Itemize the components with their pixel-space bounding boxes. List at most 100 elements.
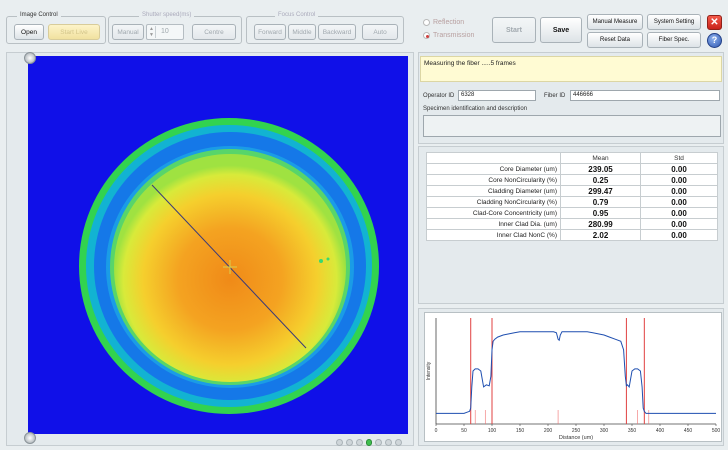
x-tick-label: 500 — [712, 428, 721, 434]
table-row: Clad-Core Concentricity (um) 0.95 0.00 — [426, 207, 718, 219]
focus-control-group: Focus Control — [246, 12, 404, 44]
row-mean: 2.02 — [560, 229, 641, 241]
status-message-box: Measuring the fiber .....5 frames — [420, 56, 722, 82]
row-name: Core NonCircularity (%) — [426, 174, 561, 186]
centre-button[interactable]: Centre — [192, 24, 236, 40]
x-tick-label: 350 — [628, 428, 637, 434]
reflection-radio[interactable]: Reflection — [423, 19, 464, 26]
page-dot[interactable] — [395, 439, 403, 446]
row-std: 0.00 — [640, 163, 718, 175]
transmission-label: Transmission — [433, 32, 475, 39]
row-std: 0.00 — [640, 207, 718, 219]
page-dot-active[interactable] — [365, 439, 373, 446]
results-header-row: Mean Std — [426, 152, 718, 164]
close-icon[interactable]: ✕ — [710, 16, 719, 28]
x-tick-label: 100 — [488, 428, 497, 434]
x-tick-label: 400 — [656, 428, 665, 434]
page-dot[interactable] — [345, 439, 353, 446]
help-icon[interactable]: ? — [711, 35, 718, 45]
fiber-image — [79, 118, 379, 414]
page-dot[interactable] — [375, 439, 383, 446]
start-button[interactable]: Start — [492, 17, 536, 43]
row-std: 0.00 — [640, 174, 718, 186]
help-button[interactable]: ? — [707, 33, 722, 48]
fiber-image-view[interactable] — [28, 56, 408, 434]
open-button[interactable]: Open — [14, 24, 44, 40]
page-dot[interactable] — [336, 439, 343, 446]
row-mean: 0.95 — [560, 207, 641, 219]
row-name: Inner Clad Dia. (um) — [426, 218, 561, 230]
row-mean: 0.25 — [560, 174, 641, 186]
intensity-profile-line — [436, 331, 716, 414]
row-name: Cladding Diameter (um) — [426, 185, 561, 197]
row-std: 0.00 — [640, 196, 718, 208]
fiber-id-label: Fiber ID — [544, 93, 566, 99]
x-tick-label: 0 — [435, 428, 438, 434]
reflection-radio-dot[interactable] — [423, 19, 430, 26]
backward-button[interactable]: Backward — [318, 24, 356, 40]
manual-button[interactable]: Manual — [112, 24, 144, 40]
fiber-id-field[interactable]: 446666 — [570, 90, 720, 101]
fiber-spec-button[interactable]: Fiber Spec. — [647, 32, 701, 48]
row-name: Core Diameter (um) — [426, 163, 561, 175]
artifact-spot-2 — [326, 257, 330, 261]
middle-button[interactable]: Middle — [288, 24, 316, 40]
row-mean: 0.79 — [560, 196, 641, 208]
image-scroll-handle-bottom[interactable] — [24, 432, 36, 444]
stepper-arrows-icon[interactable]: ▲ ▼ — [148, 26, 156, 38]
row-std: 0.00 — [640, 229, 718, 241]
system-setting-button[interactable]: System Setting — [647, 14, 701, 30]
y-axis-label: Intensity — [426, 361, 432, 380]
row-name: Inner Clad NonC (%) — [426, 229, 561, 241]
transmission-radio-dot[interactable] — [423, 32, 430, 39]
shutter-stepper[interactable]: ▲ ▼ 10 — [146, 24, 184, 40]
start-live-button[interactable]: Start Live — [48, 24, 100, 40]
image-page-indicator[interactable] — [336, 438, 403, 447]
row-mean: 280.99 — [560, 218, 641, 230]
row-std: 0.00 — [640, 185, 718, 197]
profile-chart: 0 50 100 150 200 250 300 350 400 450 500 Distance (… — [426, 318, 721, 441]
profile-chart-frame — [424, 312, 722, 442]
table-row: Inner Clad Dia. (um) 280.99 0.00 — [426, 218, 718, 230]
table-row: Inner Clad NonC (%) 2.02 0.00 — [426, 229, 718, 241]
results-header-std: Std — [640, 152, 718, 164]
reset-data-button[interactable]: Reset Data — [587, 32, 643, 48]
specimen-field[interactable] — [423, 115, 721, 137]
image-scroll-handle-top[interactable] — [24, 52, 36, 64]
row-name: Clad-Core Concentricity (um) — [426, 207, 561, 219]
results-table: Mean Std Core Diameter (um) 239.05 0.00 … — [426, 152, 718, 241]
manual-measure-button[interactable]: Manual Measure — [587, 14, 643, 30]
transmission-radio[interactable]: Transmission — [423, 32, 474, 39]
auto-button[interactable]: Auto — [362, 24, 398, 40]
shutter-speed-group: Shutter speed(ms) — [108, 12, 242, 44]
forward-button[interactable]: Forward — [254, 24, 286, 40]
x-axis-label: Distance (um) — [559, 435, 593, 441]
shutter-value[interactable]: 10 — [161, 28, 169, 35]
table-row: Core NonCircularity (%) 0.25 0.00 — [426, 174, 718, 186]
status-message: Measuring the fiber .....5 frames — [424, 60, 516, 67]
results-header-mean: Mean — [560, 152, 641, 164]
save-button[interactable]: Save — [540, 17, 582, 43]
x-tick-label: 450 — [684, 428, 693, 434]
x-tick-label: 150 — [516, 428, 525, 434]
x-tick-label: 200 — [544, 428, 553, 434]
close-button[interactable]: ✕ — [707, 15, 722, 30]
table-row: Cladding Diameter (um) 299.47 0.00 — [426, 185, 718, 197]
operator-id-field[interactable]: 6328 — [458, 90, 536, 101]
row-mean: 239.05 — [560, 163, 641, 175]
image-control-title: Image Control — [17, 12, 61, 18]
row-name: Cladding NonCircularity (%) — [426, 196, 561, 208]
table-row: Cladding NonCircularity (%) 0.79 0.00 — [426, 196, 718, 208]
x-tick-label: 250 — [572, 428, 581, 434]
results-header-name — [426, 152, 561, 164]
row-mean: 299.47 — [560, 185, 641, 197]
specimen-label: Specimen identification and description — [423, 106, 528, 112]
table-row: Core Diameter (um) 239.05 0.00 — [426, 163, 718, 175]
shutter-speed-title: Shutter speed(ms) — [139, 12, 195, 18]
artifact-spot-1 — [319, 259, 323, 263]
reflection-label: Reflection — [433, 19, 465, 26]
page-dot[interactable] — [355, 439, 363, 446]
page-dot[interactable] — [385, 439, 393, 446]
operator-id-label: Operator ID — [423, 93, 455, 99]
image-control-group: Image Control — [6, 12, 106, 44]
